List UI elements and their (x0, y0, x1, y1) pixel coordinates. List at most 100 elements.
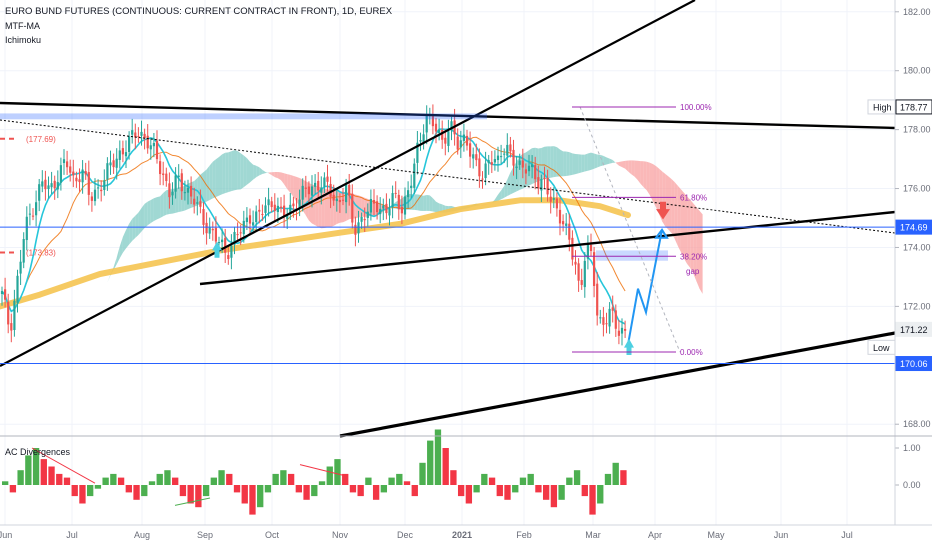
cloud-segment (556, 147, 560, 177)
cloud-segment (634, 160, 638, 180)
cloud-segment (277, 171, 281, 181)
candle-body (165, 173, 168, 182)
candle-body (543, 178, 546, 180)
ac-bar (287, 473, 295, 485)
level-1-value-bg (895, 219, 932, 235)
lower-tick-label: 0.00 (903, 480, 921, 490)
cloud-segment (250, 161, 254, 183)
x-tick-label: Nov (332, 530, 349, 540)
cloud-segment (646, 161, 650, 196)
ac-bar (79, 485, 86, 504)
upper-trendline (0, 101, 896, 130)
candle-body (140, 131, 143, 136)
cloud-segment (606, 157, 610, 165)
candle-body (66, 161, 69, 168)
candle-body (289, 204, 292, 215)
ac-bar (427, 440, 434, 485)
fib-level-label: 100.00% (680, 103, 712, 112)
candle-body (441, 129, 444, 140)
candle-body (202, 209, 205, 225)
cloud-segment (516, 156, 520, 192)
candle-body (75, 177, 78, 182)
cloud-segment (339, 191, 343, 223)
forecast-path (627, 229, 663, 345)
ac-bar (87, 485, 94, 497)
ac-bar (17, 470, 24, 485)
cloud-segment (544, 146, 548, 180)
candle-body (620, 327, 624, 334)
ac-bar (496, 485, 503, 497)
cloud-segment (628, 160, 632, 175)
candle-body (171, 191, 174, 196)
candle-body (292, 203, 295, 207)
ac-bar (133, 485, 140, 500)
ac-bar (465, 485, 473, 504)
mid-trendline (199, 210, 896, 286)
candle-body (146, 135, 149, 149)
candle-body (515, 166, 518, 168)
candle-body (379, 208, 382, 215)
candle-body (413, 163, 416, 188)
cloud-segment (581, 154, 585, 173)
candle-body (512, 149, 515, 166)
cloud-segment (603, 155, 607, 166)
candle-body (87, 172, 90, 195)
cloud-segment (693, 203, 697, 282)
candle-body (410, 185, 413, 189)
ac-bar (249, 485, 256, 515)
candle-body (233, 231, 236, 245)
cloud-segment (569, 152, 573, 176)
cloud-segment (246, 158, 250, 185)
cloud-segment (612, 160, 616, 163)
cloud-segment (594, 153, 598, 169)
ac-bar (218, 470, 225, 485)
sell-arrow-icon (656, 201, 670, 220)
divergence-line (31, 447, 96, 484)
candle-body (298, 199, 301, 210)
cloud-segment (578, 154, 582, 174)
candle-body (624, 328, 627, 331)
cloud-segment (274, 171, 278, 179)
indicator-mtf-ma[interactable]: MTF-MA (5, 21, 40, 31)
cloud-segment (653, 164, 657, 208)
cloud-segment (141, 203, 145, 232)
candle-body (224, 237, 227, 253)
cloud-segment (643, 161, 647, 191)
ac-bar (411, 485, 418, 497)
candle-body (128, 136, 131, 152)
price-labels: High 178.77 174.69 171.22 Low 170.06 (867, 99, 932, 372)
candle-body (524, 169, 527, 174)
cloud-segment (122, 229, 126, 253)
cloud-segment (566, 151, 570, 176)
ac-divergences-title[interactable]: AC Divergences (5, 447, 71, 457)
candle-body (506, 144, 509, 156)
level-2-value: 171.22 (900, 325, 928, 335)
candle-body (230, 245, 233, 258)
buy-arrow-icon (624, 338, 634, 355)
cloud-segment (504, 179, 508, 198)
cloud-segment (243, 155, 247, 188)
candle-body (193, 198, 196, 205)
candle-body (589, 244, 593, 251)
candle-body (93, 189, 97, 202)
cloud-segment (231, 150, 235, 192)
cloud-segment (203, 169, 207, 203)
candle-body (35, 202, 38, 216)
candle-body (183, 192, 186, 194)
candle-body (354, 224, 357, 235)
candle-body (84, 171, 87, 175)
ac-bar (32, 448, 40, 485)
ac-bar (9, 485, 17, 493)
candle-body (503, 153, 506, 155)
gap-label: gap (686, 267, 700, 276)
candle-body (518, 160, 521, 165)
cloud-segment (234, 150, 238, 191)
cloud-segment (674, 182, 678, 246)
cloud-segment (175, 187, 179, 213)
cloud-segment (529, 148, 533, 186)
indicator-ichimoku[interactable]: Ichimoku (5, 35, 42, 45)
cloud-segment (572, 153, 576, 175)
ac-bar (164, 470, 171, 485)
candle-body (258, 209, 261, 212)
